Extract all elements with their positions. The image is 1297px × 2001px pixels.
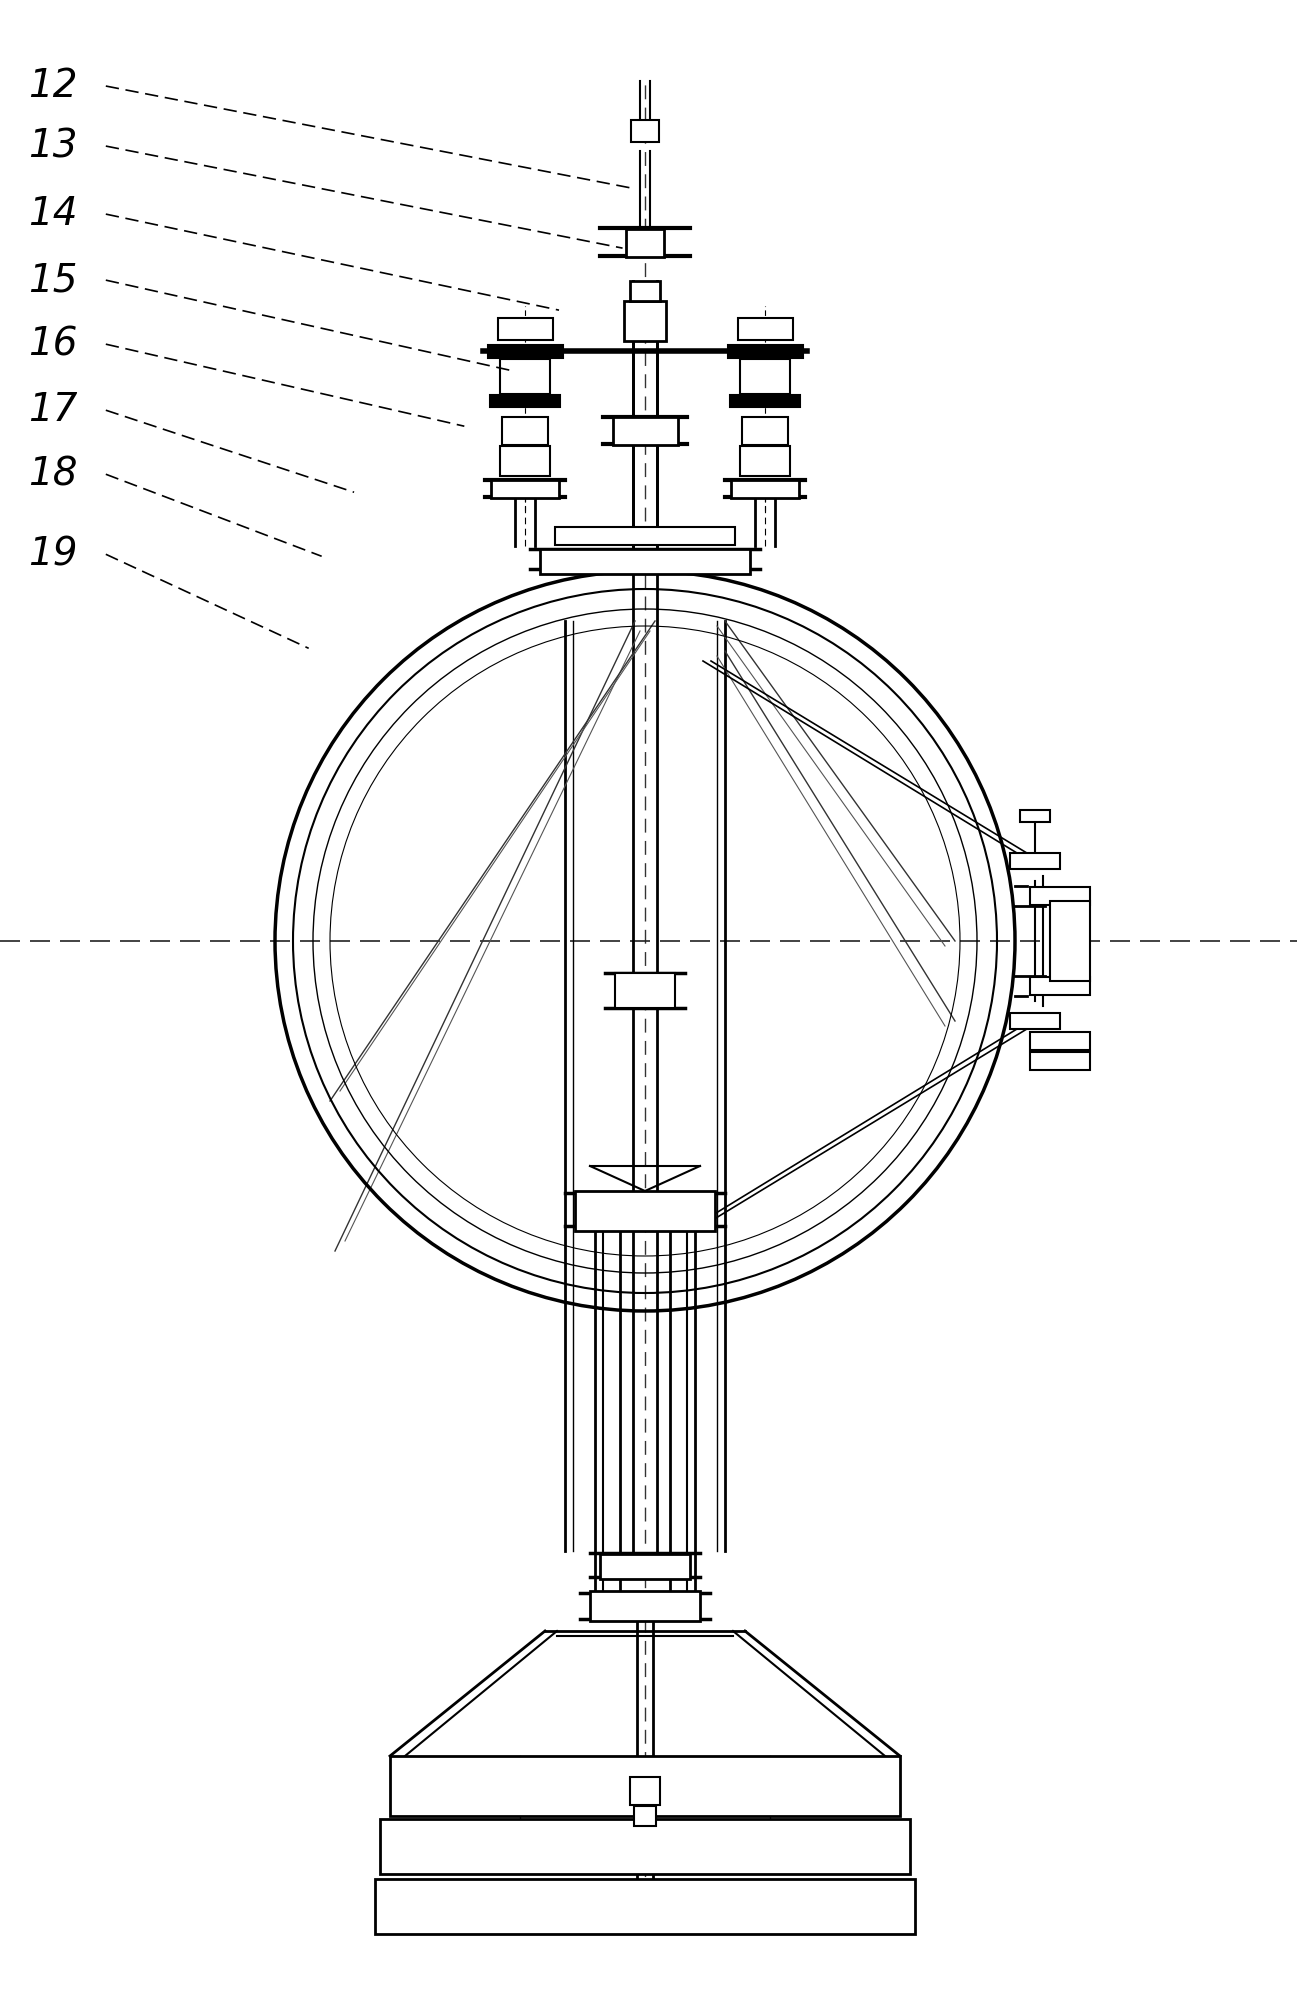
Bar (540, 548, 750, 574)
Bar (498, 318, 553, 340)
Bar (626, 228, 664, 256)
Bar (601, 1553, 690, 1579)
Bar (501, 446, 550, 476)
Text: 12: 12 (29, 68, 78, 104)
Bar (488, 344, 563, 358)
Bar (492, 480, 559, 498)
Bar (612, 416, 677, 444)
Bar (1010, 1013, 1060, 1029)
Bar (741, 358, 790, 394)
Bar (634, 1807, 656, 1827)
Bar (501, 358, 550, 394)
Text: 16: 16 (29, 326, 78, 362)
Bar (375, 1879, 914, 1933)
Bar (390, 1757, 900, 1817)
Text: 18: 18 (29, 456, 78, 492)
Bar (1010, 852, 1060, 868)
Bar (1030, 976, 1089, 994)
Bar (730, 394, 800, 406)
Bar (1030, 886, 1089, 904)
Bar (732, 480, 799, 498)
Bar (1030, 1053, 1089, 1071)
Bar (575, 1191, 715, 1231)
Bar (502, 416, 549, 444)
Bar (1051, 900, 1089, 980)
Bar (555, 526, 735, 544)
Bar (615, 974, 674, 1009)
Bar (742, 416, 789, 444)
Bar (1019, 810, 1051, 822)
Bar (624, 300, 665, 340)
Bar (1030, 1033, 1089, 1051)
Bar (490, 394, 560, 406)
Bar (728, 344, 803, 358)
Bar (630, 1777, 660, 1805)
Text: 15: 15 (29, 262, 78, 298)
Bar (632, 120, 659, 142)
Bar (738, 318, 792, 340)
Bar (630, 280, 660, 300)
Text: 14: 14 (29, 196, 78, 232)
Text: 19: 19 (29, 536, 78, 572)
Text: 17: 17 (29, 392, 78, 428)
Bar (741, 446, 790, 476)
Bar (590, 1591, 700, 1621)
Text: 13: 13 (29, 128, 78, 164)
Bar (380, 1819, 910, 1873)
